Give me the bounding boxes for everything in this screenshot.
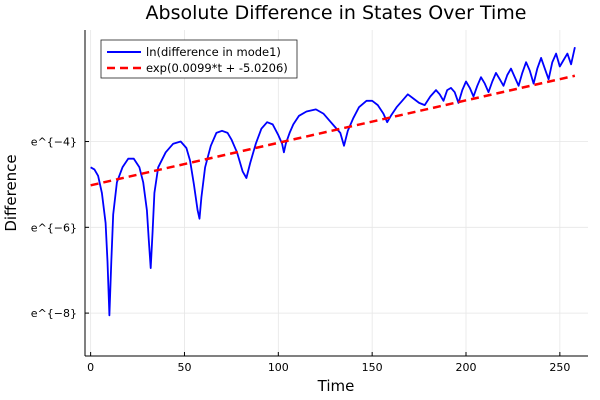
x-tick-label: 0 (87, 361, 94, 374)
x-tick-label: 150 (362, 361, 383, 374)
legend-label-series-1: ln(difference in mode1) (146, 45, 281, 59)
y-tick-label: e^{−8} (31, 307, 77, 320)
axes (84, 30, 588, 357)
x-tick-label: 250 (549, 361, 570, 374)
legend-label-series-2: exp(0.0099*t + -5.0206) (146, 61, 288, 75)
legend-box (100, 39, 298, 79)
y-tick-label: e^{−6} (31, 221, 77, 234)
series (90, 47, 576, 317)
grid (85, 30, 588, 356)
series-line-exp-fit (90, 74, 576, 187)
x-tick-label: 200 (456, 361, 477, 374)
x-axis-title: Time (317, 377, 355, 395)
legend: ln(difference in mode1) exp(0.0099*t + -… (100, 39, 298, 79)
y-tick-label: e^{−4} (31, 136, 77, 149)
y-axis-title: Difference (2, 154, 20, 231)
chart-title: Absolute Difference in States Over Time (146, 2, 527, 24)
x-tick-label: 100 (268, 361, 289, 374)
ticks: 0 50 100 150 200 250 e^{−4} e^{−6} e^{−8} (31, 136, 571, 374)
x-tick-label: 50 (177, 361, 191, 374)
